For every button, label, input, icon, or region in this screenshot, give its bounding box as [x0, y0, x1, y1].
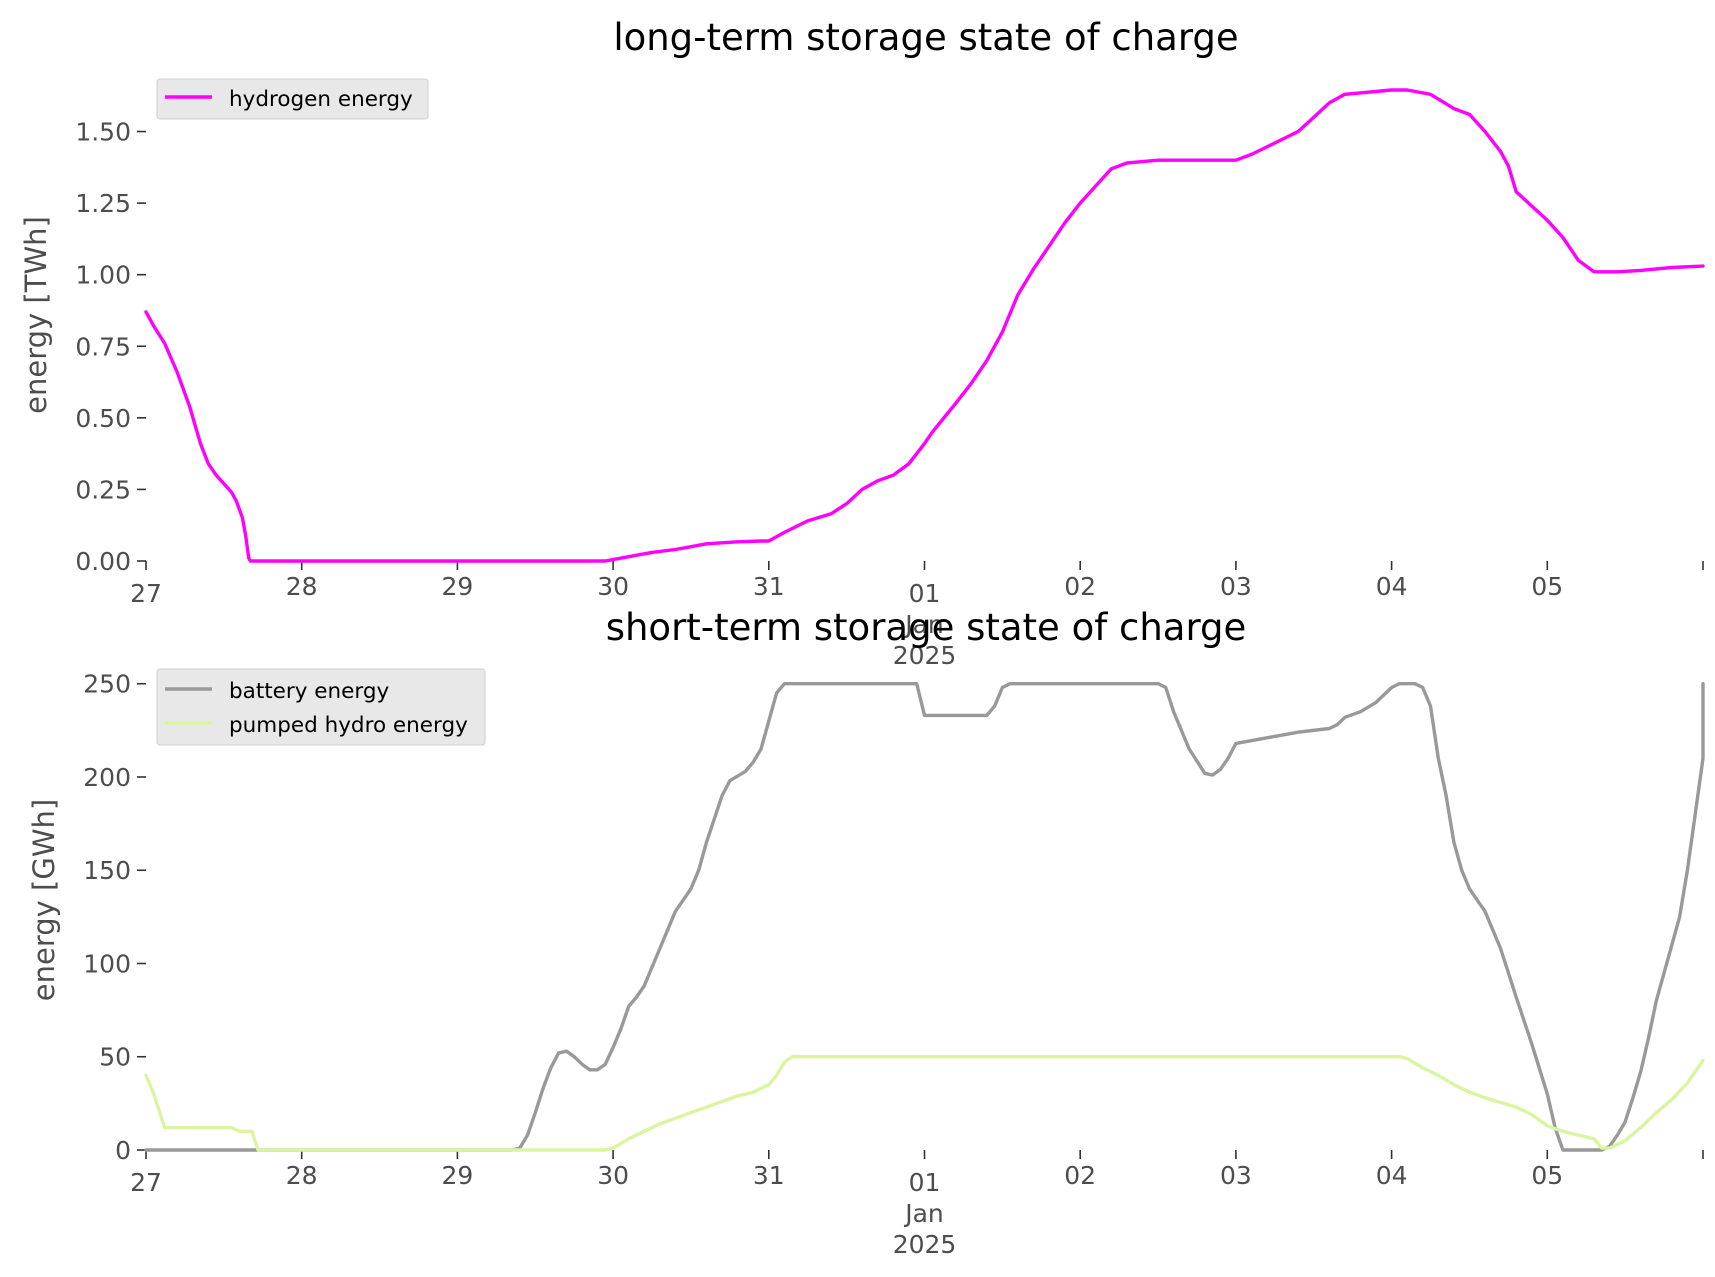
short-term-legend-box — [156, 668, 486, 746]
y-tick-label: 0.00 — [75, 547, 131, 576]
x-tick-sublabel: Jan — [903, 610, 944, 639]
series-line-hydrogen-energy — [144, 88, 1705, 563]
x-tick-label: 02 — [1064, 1161, 1096, 1190]
long-term-y-axis-label: energy [TWh] — [19, 216, 53, 414]
legend-label-hydrogen-energy: hydrogen energy — [229, 87, 413, 112]
x-tick-label: 04 — [1376, 572, 1408, 601]
x-tick-label: 01 — [909, 579, 941, 608]
y-tick-label: 0.25 — [75, 475, 131, 504]
short-term-chart: short-term storage state of charge energ… — [27, 606, 1705, 1259]
y-tick-label: 1.50 — [75, 118, 131, 147]
x-tick-label: 04 — [1376, 1161, 1408, 1190]
y-tick-label: 100 — [83, 949, 131, 978]
x-tick-label: 28 — [286, 572, 318, 601]
x-tick-sublabel: 2025 — [893, 1230, 957, 1259]
x-tick-label: 29 — [441, 572, 473, 601]
long-term-chart: long-term storage state of charge energy… — [19, 16, 1705, 670]
short-term-y-axis-label: energy [GWh] — [27, 799, 61, 1001]
x-tick-label: 02 — [1064, 572, 1096, 601]
y-tick-label: 200 — [83, 763, 131, 792]
long-term-legend-box — [156, 78, 429, 120]
x-tick-label: 31 — [753, 572, 785, 601]
series-line-battery-energy — [144, 682, 1705, 1152]
x-tick-label: 05 — [1531, 572, 1563, 601]
x-tick-label: 30 — [597, 1161, 629, 1190]
y-tick-label: 1.00 — [75, 261, 131, 290]
short-term-chart-title: short-term storage state of charge — [606, 606, 1247, 649]
x-tick-label: 31 — [753, 1161, 785, 1190]
y-tick-label: 50 — [99, 1043, 131, 1072]
long-term-chart-title: long-term storage state of charge — [613, 16, 1238, 59]
x-tick-label: 03 — [1220, 572, 1252, 601]
short-term-series — [144, 682, 1705, 1152]
x-tick-label: 29 — [441, 1161, 473, 1190]
short-term-legend: battery energy pumped hydro energy — [156, 668, 486, 746]
y-tick-label: 150 — [83, 856, 131, 885]
x-tick-label: 27 — [130, 1168, 162, 1197]
legend-label-battery-energy: battery energy — [229, 679, 389, 704]
x-tick-sublabel: Jan — [903, 1199, 944, 1228]
x-tick-label: 27 — [130, 579, 162, 608]
x-tick-label: 30 — [597, 572, 629, 601]
y-tick-label: 250 — [83, 670, 131, 699]
x-tick-sublabel: 2025 — [893, 641, 957, 670]
long-term-y-ticks: 0.00 0.25 0.50 0.75 1.00 1.25 1.50 — [75, 118, 146, 576]
x-tick-label: 28 — [286, 1161, 318, 1190]
legend-label-pumped-hydro-energy: pumped hydro energy — [229, 713, 468, 738]
y-tick-label: 0 — [115, 1136, 131, 1165]
y-tick-label: 1.25 — [75, 189, 131, 218]
y-tick-label: 0.50 — [75, 404, 131, 433]
y-tick-label: 0.75 — [75, 332, 131, 361]
x-tick-label: 05 — [1531, 1161, 1563, 1190]
long-term-series — [144, 88, 1705, 563]
series-line-pumped-hydro-energy — [144, 1055, 1705, 1152]
x-tick-label: 01 — [909, 1168, 941, 1197]
long-term-legend: hydrogen energy — [156, 78, 429, 120]
x-tick-label: 03 — [1220, 1161, 1252, 1190]
short-term-y-ticks: 0 50 100 150 200 250 — [83, 670, 146, 1165]
